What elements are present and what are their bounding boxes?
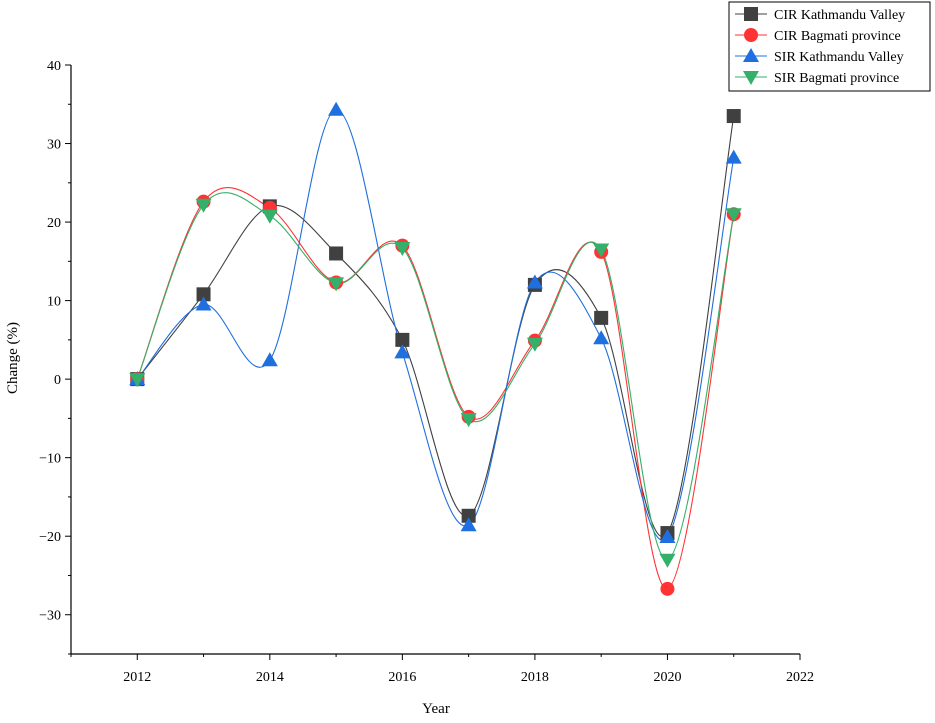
x-tick-label: 2018 <box>521 670 549 685</box>
y-tick-label: 30 <box>47 138 61 153</box>
y-tick-label: −10 <box>39 452 61 467</box>
legend-label: CIR Kathmandu Valley <box>774 8 905 23</box>
data-point <box>460 517 477 532</box>
x-tick-label: 2020 <box>653 670 681 685</box>
y-tick-label: 20 <box>47 216 61 231</box>
data-point <box>328 277 345 292</box>
axes: −30 −20 −10 0 10 20 30 40 2012 2014 2016 2018 2020 20… <box>39 59 814 685</box>
data-point <box>460 413 477 428</box>
data-point <box>526 274 543 289</box>
data-point <box>195 198 212 213</box>
y-tick-label: −20 <box>39 530 61 545</box>
data-point <box>394 344 411 359</box>
series-line-3 <box>136 109 735 541</box>
data-point <box>461 508 476 523</box>
y-tick-label: 10 <box>47 295 61 310</box>
y-tick-label: 40 <box>47 59 61 74</box>
series-markers <box>129 101 742 596</box>
x-tick-label: 2016 <box>388 670 416 685</box>
data-point <box>660 581 675 596</box>
series-line-2 <box>136 187 735 590</box>
x-tick-label: 2014 <box>256 670 284 685</box>
data-point <box>395 332 410 347</box>
legend-marker <box>744 28 758 42</box>
data-point <box>195 296 212 311</box>
data-point <box>329 246 344 261</box>
legend-marker <box>743 48 759 62</box>
legend-label: SIR Bagmati province <box>774 71 899 86</box>
data-point <box>659 528 676 543</box>
x-tick-label: 2012 <box>123 670 151 685</box>
data-point <box>526 337 543 352</box>
data-point <box>328 101 345 116</box>
legend-label: CIR Bagmati province <box>774 29 901 44</box>
legend-box <box>728 1 931 92</box>
y-tick-label: 0 <box>54 373 61 388</box>
legend-label: SIR Kathmandu Valley <box>774 50 904 65</box>
data-point <box>129 373 146 388</box>
series-lines <box>136 109 735 590</box>
data-point <box>594 310 609 325</box>
y-axis-title: Change (%) <box>5 322 21 394</box>
data-point <box>196 287 211 302</box>
data-point <box>394 241 411 256</box>
data-point <box>725 149 742 164</box>
data-point <box>725 208 742 223</box>
legend: CIR Kathmandu Valley CIR Bagmati province… <box>728 1 931 92</box>
data-point <box>261 352 278 367</box>
x-axis-title: Year <box>422 701 450 717</box>
y-tick-label: −30 <box>39 609 61 624</box>
x-tick-label: 2022 <box>786 670 814 685</box>
legend-marker <box>743 71 759 85</box>
data-point <box>593 243 610 258</box>
data-point <box>659 553 676 568</box>
legend-marker <box>744 7 758 21</box>
data-point <box>726 109 741 124</box>
data-point <box>593 330 610 345</box>
data-point <box>261 209 278 224</box>
